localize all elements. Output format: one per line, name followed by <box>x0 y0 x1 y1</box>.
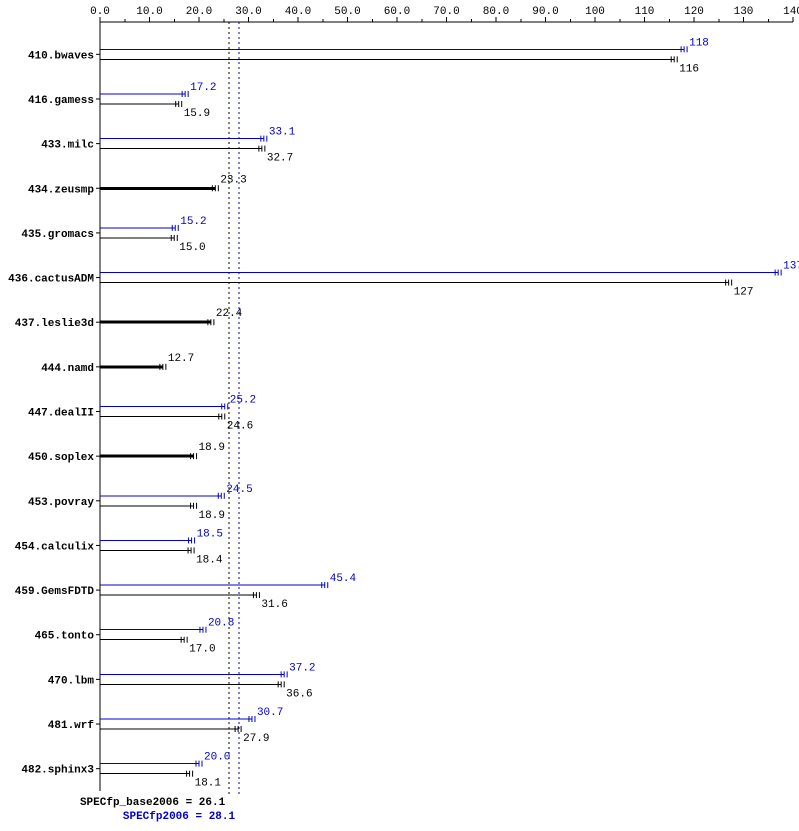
base-value: 18.4 <box>196 554 223 566</box>
benchmark-name: 437.leslie3d <box>15 318 94 330</box>
benchmark-name: 447.dealII <box>28 408 94 420</box>
base-value: 127 <box>734 287 754 299</box>
benchmark-name: 433.milc <box>41 140 94 152</box>
peak-value: 37.2 <box>289 662 315 674</box>
benchmark-name: 481.wrf <box>48 720 95 732</box>
benchmark-name: 470.lbm <box>48 675 95 687</box>
x-tick-label: 80.0 <box>483 6 509 18</box>
x-tick-label: 20.0 <box>186 6 212 18</box>
x-tick-label: 10.0 <box>136 6 162 18</box>
base-value: 18.9 <box>199 442 225 454</box>
x-tick-label: 90.0 <box>532 6 558 18</box>
benchmark-name: 444.namd <box>41 363 94 375</box>
ref-peak-label: SPECfp2006 = 28.1 <box>123 811 236 823</box>
base-value: 36.6 <box>286 688 312 700</box>
x-tick-label: 110 <box>635 6 655 18</box>
peak-value: 15.2 <box>180 216 206 228</box>
peak-value: 30.7 <box>257 707 283 719</box>
benchmark-name: 410.bwaves <box>28 50 94 62</box>
benchmark-name: 436.cactusADM <box>8 274 94 286</box>
benchmark-name: 482.sphinx3 <box>21 765 94 777</box>
x-tick-label: 140 <box>783 6 799 18</box>
base-value: 24.6 <box>227 421 253 433</box>
x-tick-label: 120 <box>684 6 704 18</box>
x-tick-label: 40.0 <box>285 6 311 18</box>
base-value: 32.7 <box>267 153 293 165</box>
base-value: 22.4 <box>216 308 243 320</box>
base-value: 116 <box>679 63 699 75</box>
chart-svg: 0.0 10.0 20.0 30.0 40.0 50.0 60.0 70.0 80.0 90.0 1… <box>0 0 799 831</box>
benchmark-name: 435.gromacs <box>21 229 94 241</box>
x-tick-label: 100 <box>585 6 605 18</box>
x-tick-label: 0.0 <box>90 6 110 18</box>
x-tick-label: 50.0 <box>334 6 360 18</box>
peak-value: 137 <box>783 261 799 273</box>
peak-value: 25.2 <box>230 395 256 407</box>
ref-base-label: SPECfp_base2006 = 26.1 <box>80 797 226 809</box>
peak-value: 18.5 <box>197 528 223 540</box>
base-value: 18.1 <box>195 778 222 790</box>
x-tick-label: 60.0 <box>384 6 410 18</box>
x-tick-label: 70.0 <box>433 6 459 18</box>
base-value: 18.9 <box>199 510 225 522</box>
benchmark-name: 459.GemsFDTD <box>15 586 95 598</box>
base-value: 15.9 <box>184 108 210 120</box>
peak-value: 33.1 <box>269 127 296 139</box>
benchmark-name: 416.gamess <box>28 95 94 107</box>
x-tick-label: 30.0 <box>235 6 261 18</box>
benchmark-name: 465.tonto <box>35 631 95 643</box>
benchmark-name: 450.soplex <box>28 452 94 464</box>
base-value: 15.0 <box>179 242 205 254</box>
base-value: 17.0 <box>189 644 215 656</box>
peak-value: 20.0 <box>204 752 230 764</box>
base-value: 12.7 <box>168 353 194 365</box>
peak-value: 17.2 <box>190 82 216 94</box>
peak-value: 24.5 <box>226 484 252 496</box>
x-tick-label: 130 <box>734 6 754 18</box>
base-value: 31.6 <box>261 599 287 611</box>
peak-value: 20.8 <box>208 618 234 630</box>
peak-value: 45.4 <box>330 573 357 585</box>
peak-value: 118 <box>689 37 709 49</box>
spec-benchmark-chart: 0.0 10.0 20.0 30.0 40.0 50.0 60.0 70.0 80.0 90.0 1… <box>0 0 799 831</box>
benchmark-name: 454.calculix <box>15 541 95 553</box>
base-value: 27.9 <box>243 733 269 745</box>
benchmark-name: 434.zeusmp <box>28 184 94 196</box>
base-value: 23.3 <box>220 174 246 186</box>
benchmark-name: 453.povray <box>28 497 94 509</box>
